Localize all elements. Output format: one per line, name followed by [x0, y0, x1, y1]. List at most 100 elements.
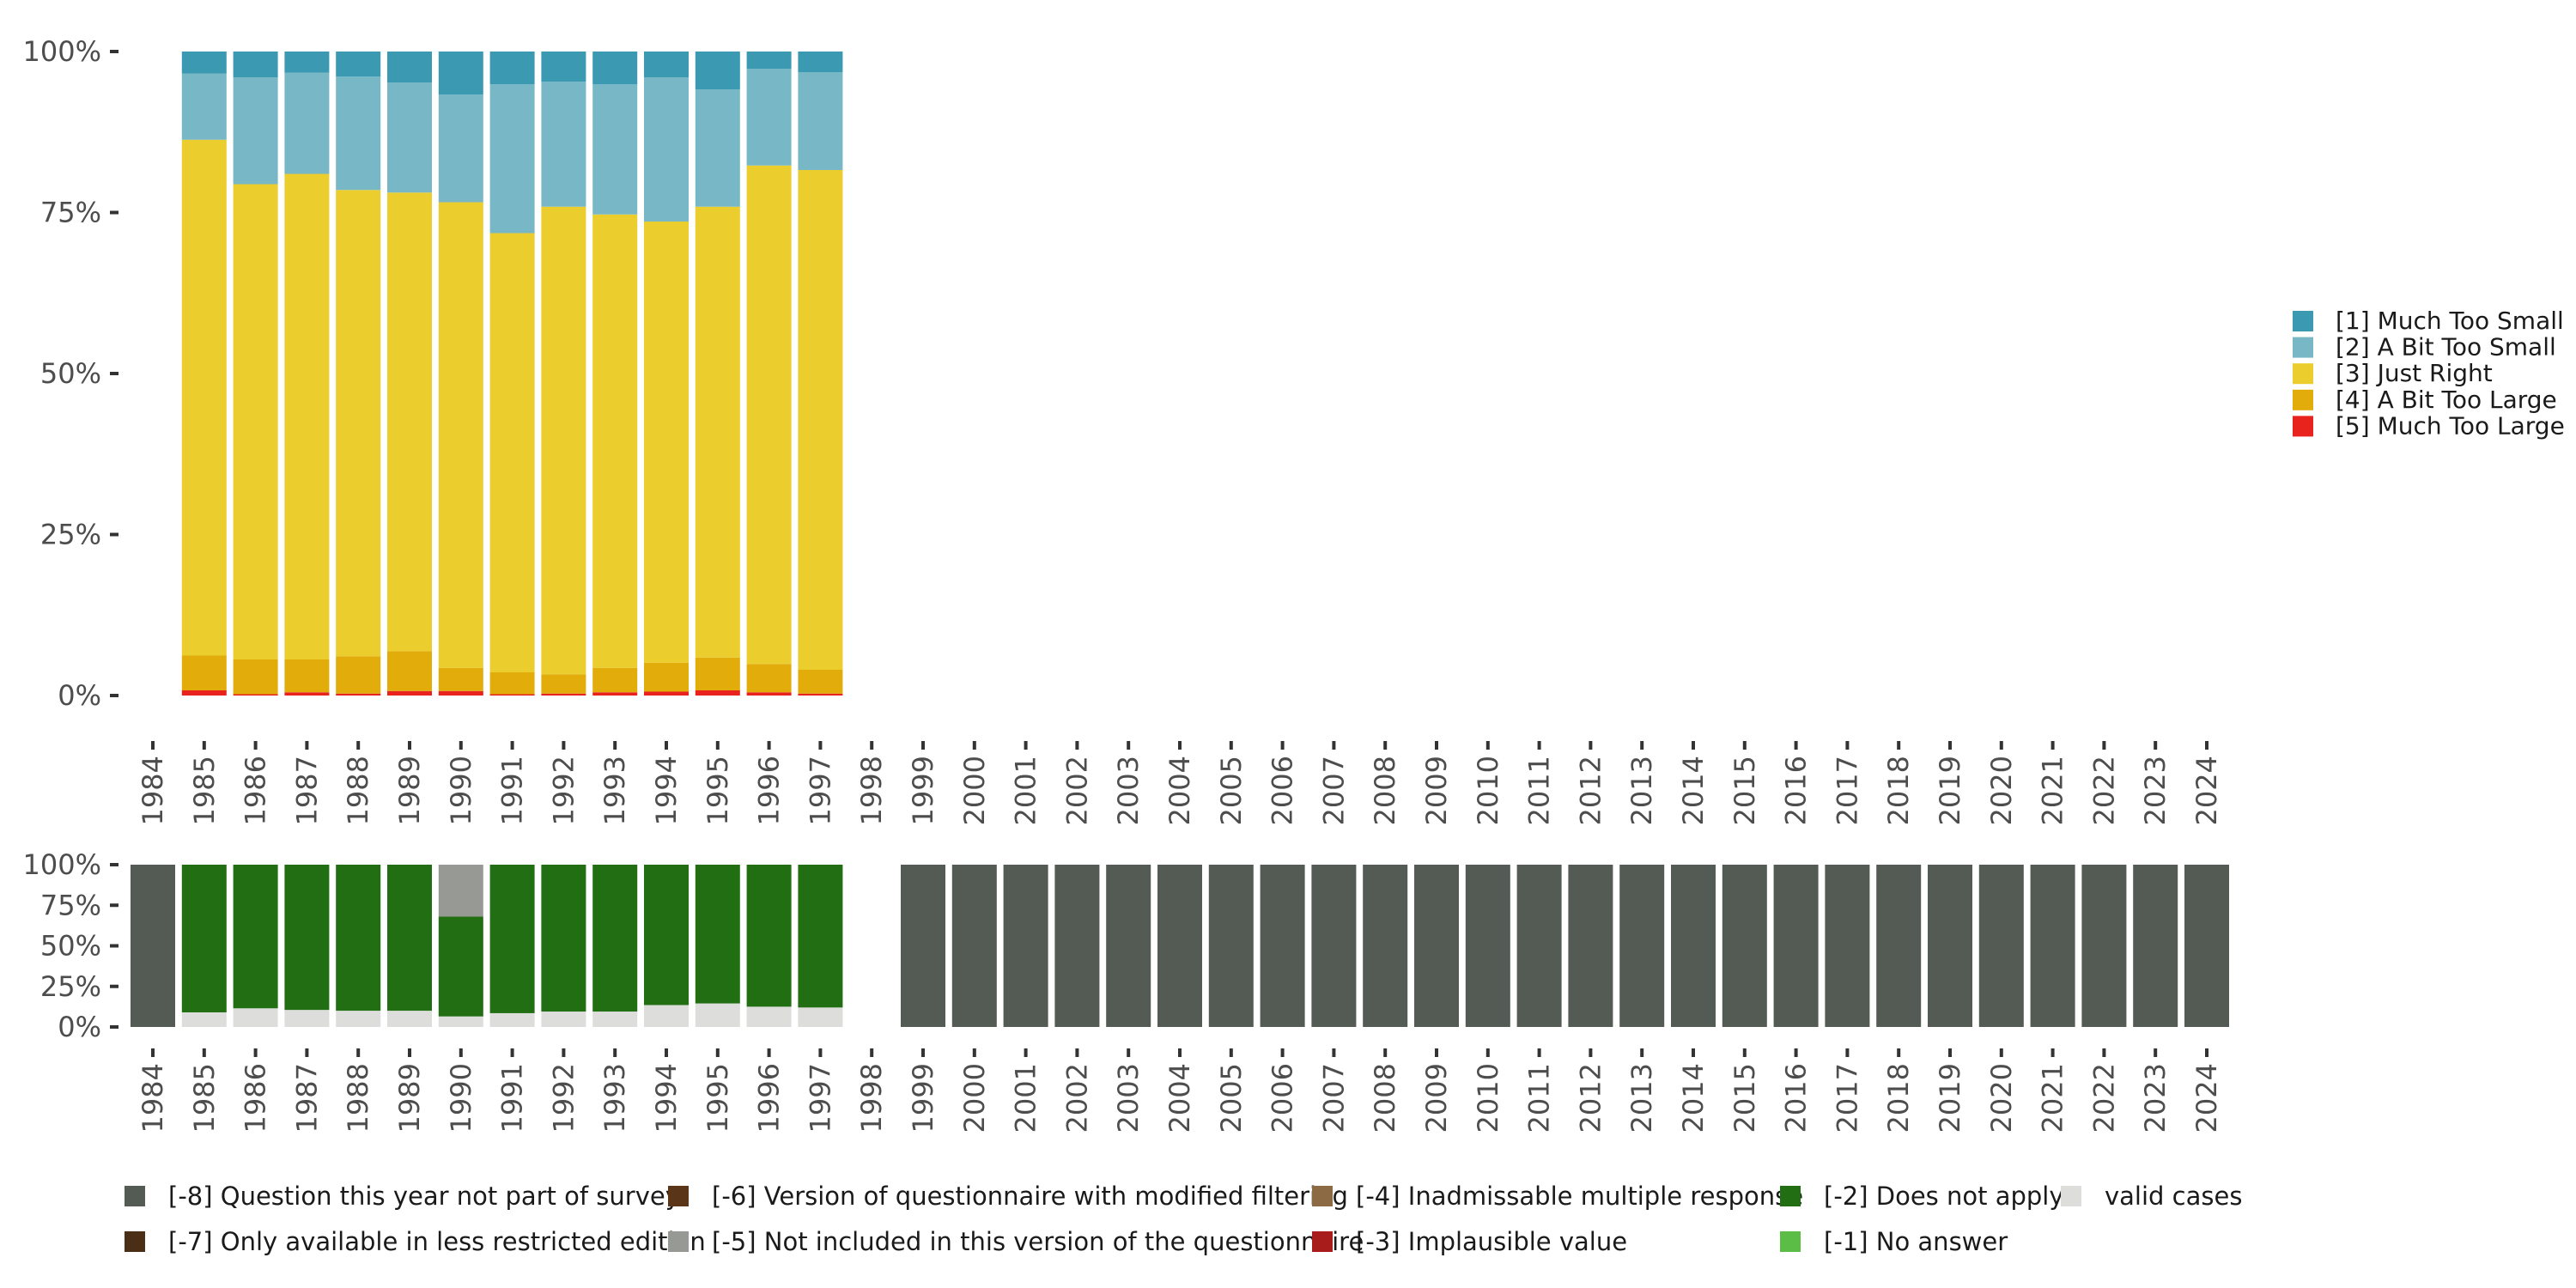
bottom-bar-2-does-not-apply-1992 [541, 865, 586, 1012]
top-x-tick-label: 1990 [445, 756, 477, 825]
bottom-bar-2-does-not-apply-1986 [233, 865, 278, 1009]
bottom-x-tick-label: 1988 [342, 1063, 374, 1133]
bottom-x-tick-label: 1992 [547, 1063, 580, 1133]
bottom-bar-8-question-this-year-not-part-of-survey-2021 [2030, 865, 2075, 1027]
top-x-tick-label: 2023 [2139, 756, 2172, 825]
bottom-bar-8-question-this-year-not-part-of-survey-2015 [1722, 865, 1767, 1027]
top-x-tick-label: 2003 [1112, 756, 1145, 825]
top-bar-2-a-bit-too-small-1994 [644, 77, 689, 222]
top-y-tick-label: 100% [23, 35, 101, 68]
bottom-bar-2-does-not-apply-1994 [644, 865, 689, 1005]
top-bar-4-a-bit-too-large-1990 [438, 667, 483, 691]
top-bar-1-much-too-small-1996 [746, 52, 792, 70]
top-bar-1-much-too-small-1992 [541, 52, 586, 82]
bottom-bar-8-question-this-year-not-part-of-survey-2017 [1825, 865, 1870, 1027]
top-x-tick-label: 2001 [1010, 756, 1042, 825]
bottom-bar-valid-cases-1991 [489, 1012, 535, 1027]
bottom-bar-8-question-this-year-not-part-of-survey-2013 [1619, 865, 1665, 1027]
top-bar-4-a-bit-too-large-1992 [541, 674, 586, 694]
legend-label-4-inadmissable-multiple-response: [-4] Inadmissable multiple response [1356, 1182, 1803, 1211]
bottom-bar-8-question-this-year-not-part-of-survey-2003 [1106, 865, 1151, 1027]
bottom-x-tick-label: 2023 [2139, 1063, 2172, 1133]
bottom-bar-8-question-this-year-not-part-of-survey-2016 [1773, 865, 1819, 1027]
top-bar-5-much-too-large-1995 [695, 690, 740, 696]
bottom-bar-8-question-this-year-not-part-of-survey-2005 [1208, 865, 1254, 1027]
top-bar-3-just-right-1997 [798, 170, 843, 670]
top-bar-5-much-too-large-1997 [798, 693, 843, 696]
top-x-tick-label: 1996 [753, 756, 786, 825]
legend-label-2-does-not-apply: [-2] Does not apply [1824, 1182, 2064, 1211]
bottom-bar-valid-cases-1994 [644, 1005, 689, 1027]
legend-label-5-much-too-large: [5] Much Too Large [2336, 411, 2565, 440]
top-y-tick-label: 25% [40, 519, 101, 551]
legend-label-8-question-this-year-not-part-of-survey: [-8] Question this year not part of surv… [168, 1182, 680, 1211]
top-x-tick-label: 2016 [1780, 756, 1813, 825]
top-x-tick-label: 1988 [342, 756, 374, 825]
top-bar-5-much-too-large-1986 [233, 694, 278, 696]
legend-label-1-much-too-small: [1] Much Too Small [2336, 307, 2564, 335]
top-bar-3-just-right-1991 [489, 233, 535, 672]
bottom-x-tick-label: 1999 [907, 1063, 939, 1133]
legend-label-3-implausible-value: [-3] Implausible value [1356, 1227, 1627, 1256]
top-bar-4-a-bit-too-large-1996 [746, 664, 792, 693]
bottom-bar-2-does-not-apply-1995 [695, 865, 740, 1004]
bottom-y-tick-label: 0% [58, 1011, 101, 1043]
top-x-tick-label: 2002 [1060, 756, 1093, 825]
bottom-bar-8-question-this-year-not-part-of-survey-2018 [1876, 865, 1922, 1027]
top-x-tick-label: 1995 [702, 756, 734, 825]
top-x-tick-label: 1992 [547, 756, 580, 825]
bottom-x-tick-label: 2021 [2037, 1063, 2069, 1133]
top-y-tick-label: 0% [58, 679, 101, 712]
top-x-tick-label: 2010 [1472, 756, 1504, 825]
bottom-x-tick-label: 2024 [2190, 1063, 2223, 1133]
top-y-tick-label: 75% [40, 197, 101, 229]
top-bar-3-just-right-1994 [644, 222, 689, 663]
bottom-y-tick-label: 50% [40, 930, 101, 963]
top-bar-3-just-right-1993 [592, 214, 638, 668]
top-bar-3-just-right-1986 [233, 184, 278, 659]
legend-label-3-just-right: [3] Just Right [2336, 359, 2493, 387]
top-bar-5-much-too-large-1996 [746, 692, 792, 696]
legend-swatch-2-a-bit-too-small [2293, 337, 2313, 358]
top-bar-3-just-right-1985 [181, 139, 227, 656]
bottom-bar-8-question-this-year-not-part-of-survey-2022 [2081, 865, 2127, 1027]
top-bar-2-a-bit-too-small-1993 [592, 84, 638, 215]
bottom-bar-8-question-this-year-not-part-of-survey-2006 [1260, 865, 1305, 1027]
bottom-bar-2-does-not-apply-1997 [798, 865, 843, 1008]
bottom-bar-8-question-this-year-not-part-of-survey-2020 [1978, 865, 2024, 1027]
top-bar-1-much-too-small-1995 [695, 52, 740, 90]
legend-swatch-7-only-available-in-less-restricted-edition [125, 1231, 145, 1252]
top-x-tick-label: 1991 [496, 756, 529, 825]
top-x-tick-label: 1984 [137, 756, 169, 825]
top-x-tick-label: 2015 [1728, 756, 1761, 825]
top-bar-5-much-too-large-1994 [644, 691, 689, 696]
legend-swatch-1-much-too-small [2293, 311, 2313, 331]
top-x-tick-label: 1989 [393, 756, 426, 825]
legend-swatch-6-version-of-questionnaire-with-modified-filtering [668, 1186, 689, 1206]
bottom-x-tick-label: 1996 [753, 1063, 786, 1133]
bottom-bar-8-question-this-year-not-part-of-survey-2023 [2133, 865, 2178, 1027]
bottom-x-tick-label: 1991 [496, 1063, 529, 1133]
bottom-x-tick-label: 2001 [1010, 1063, 1042, 1133]
bottom-bar-8-question-this-year-not-part-of-survey-2011 [1516, 865, 1562, 1027]
bottom-x-tick-label: 1986 [240, 1063, 272, 1133]
right-legend: [1] Much Too Small[2] A Bit Too Small[3]… [2293, 307, 2565, 440]
legend-swatch-valid-cases [2061, 1186, 2081, 1206]
bottom-x-tick-label: 2007 [1317, 1063, 1350, 1133]
bottom-x-tick-label: 2006 [1267, 1063, 1299, 1133]
top-x-tick-label: 2005 [1215, 756, 1248, 825]
bottom-bar-8-question-this-year-not-part-of-survey-2012 [1568, 865, 1613, 1027]
top-bar-1-much-too-small-1988 [336, 52, 381, 77]
bottom-bar-valid-cases-1988 [336, 1011, 381, 1027]
top-bar-2-a-bit-too-small-1996 [746, 69, 792, 166]
top-x-tick-label: 2013 [1625, 756, 1658, 825]
bottom-bar-8-question-this-year-not-part-of-survey-2000 [951, 865, 997, 1027]
top-x-tick-label: 1987 [290, 756, 323, 825]
top-x-tick-label: 2020 [1985, 756, 2018, 825]
top-bar-5-much-too-large-1985 [181, 690, 227, 696]
bottom-bar-2-does-not-apply-1993 [592, 865, 638, 1012]
top-bar-1-much-too-small-1991 [489, 52, 535, 85]
bottom-y-tick-label: 25% [40, 970, 101, 1003]
top-bar-5-much-too-large-1987 [284, 692, 330, 696]
bottom-chart: 0% 25% 50% 75% 100% 1984 1985 1986 1987 1988 1989 1… [23, 848, 2229, 1133]
